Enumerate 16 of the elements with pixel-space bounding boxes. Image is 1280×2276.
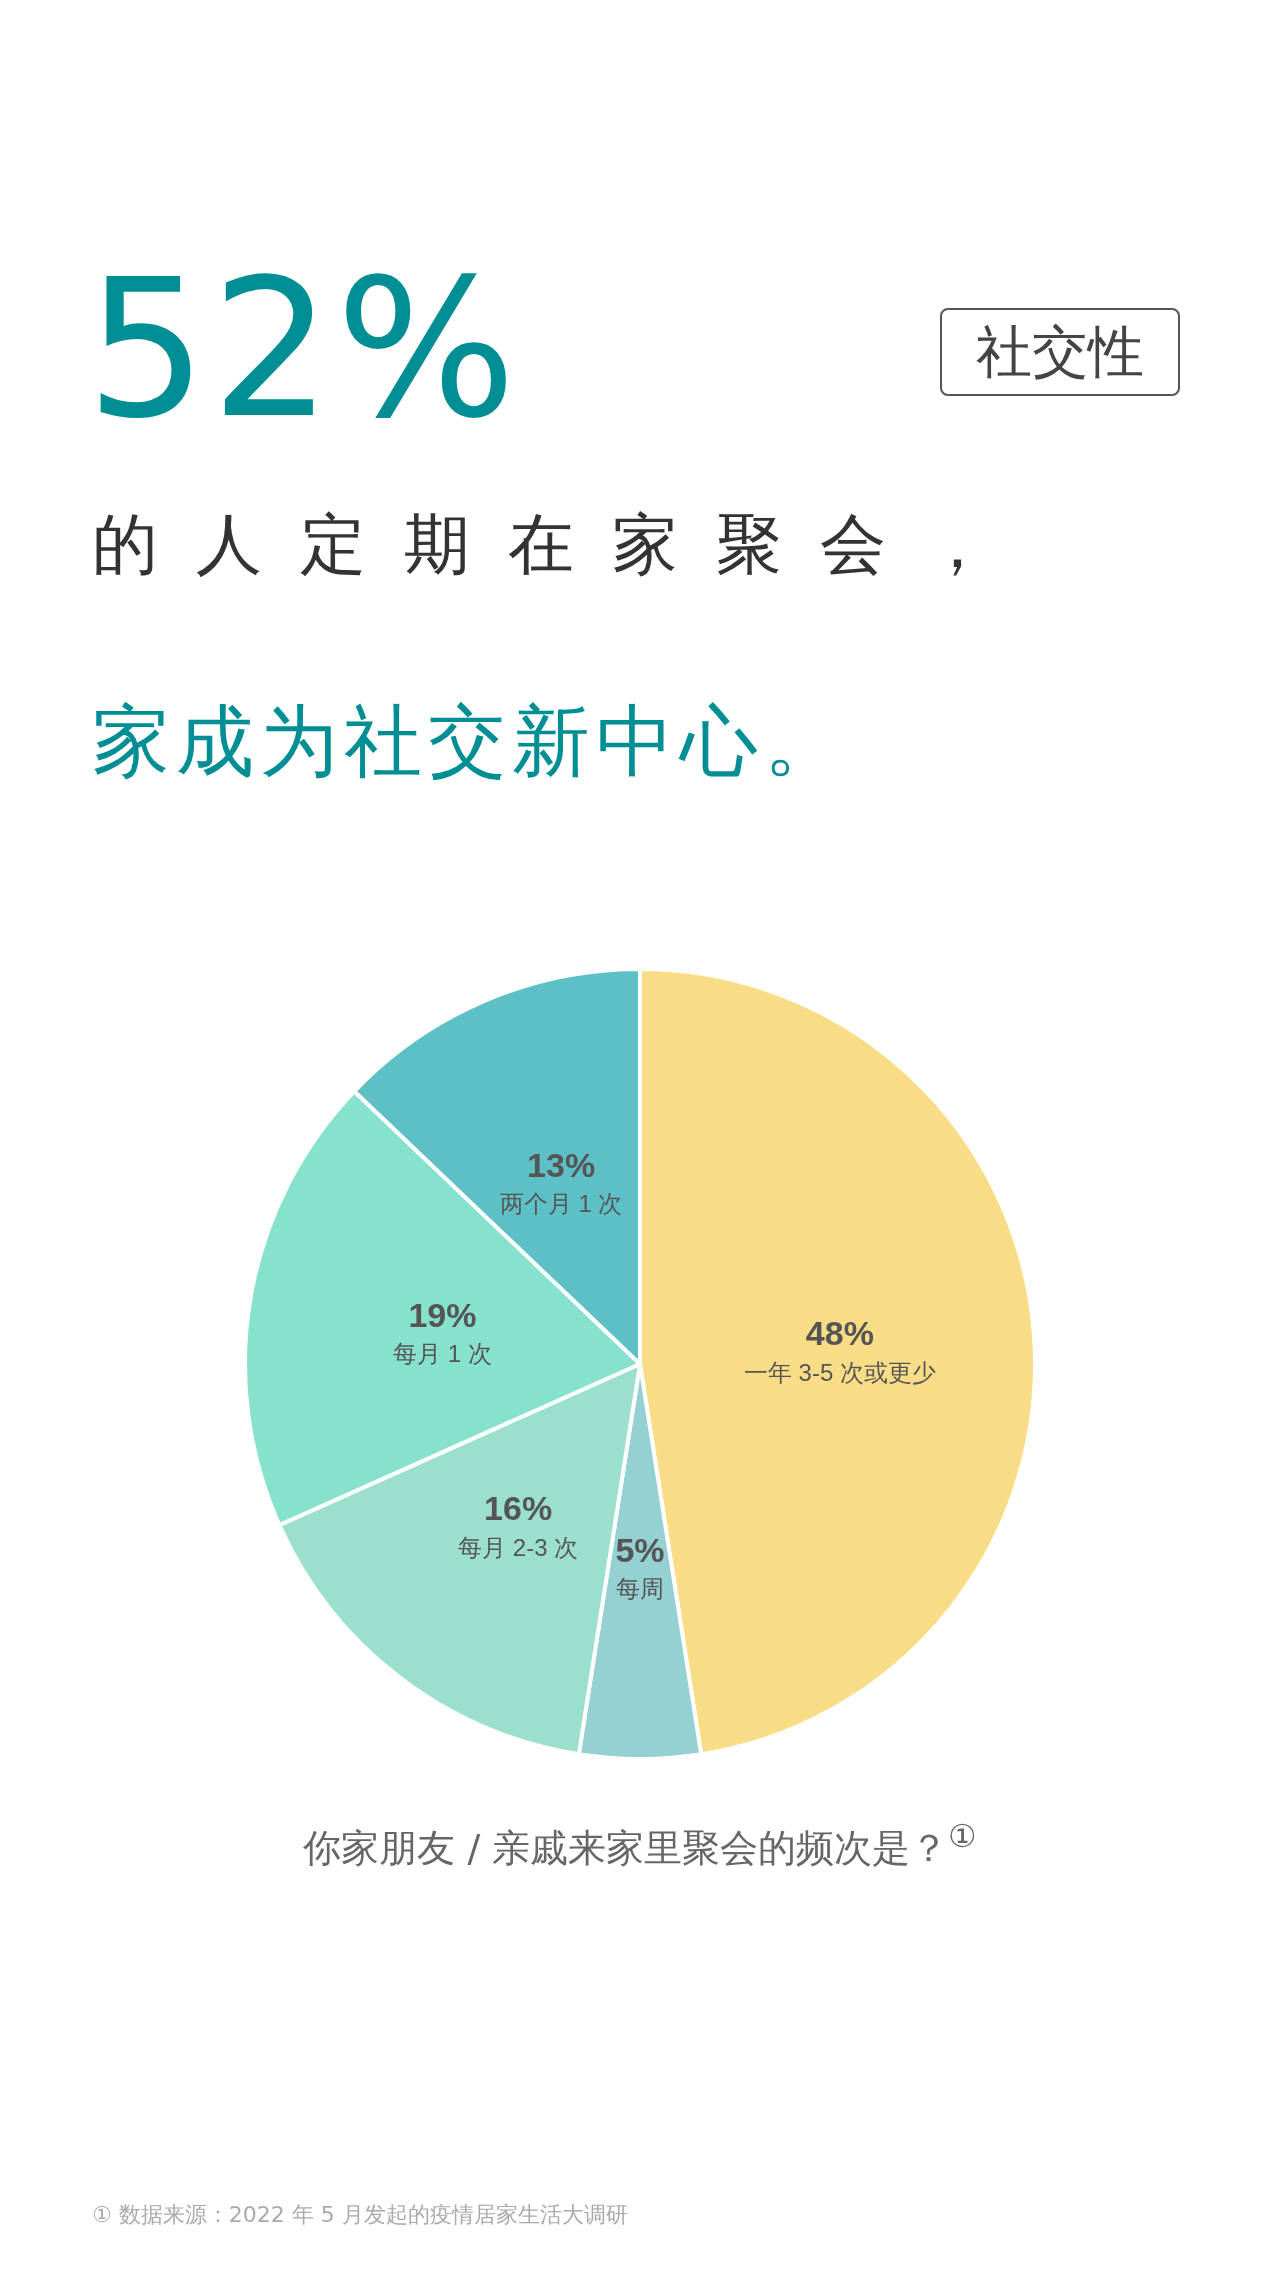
text: 社交性 [940,308,1180,396]
data-label: 19% [408,1295,477,1334]
slice-label: 一年 3-5 次或更少 [743,1358,936,1386]
text: 你家朋友 / 亲戚来家里聚会的频次是？$^{①}$ [302,1818,978,1872]
slice-label: 每月 2-3 次 [458,1533,579,1561]
text: 家成为社交新中心。 [92,695,848,788]
data-label: 48% [805,1314,874,1353]
slice-label: 每月 1 次 [393,1340,492,1368]
data-label: 5% [615,1530,665,1569]
slice-label: 两个月 1 次 [499,1190,623,1218]
slice-label: 每周 [616,1575,664,1602]
chart-title: 52% [86,239,521,460]
chart-subtitle: 的人定期在家聚会， [92,505,1028,585]
data-label: 13% [527,1145,596,1184]
data-label: 16% [484,1489,553,1528]
text: ① 数据来源：2022 年 5 月发起的疫情居家生活大调研 [92,2201,628,2229]
